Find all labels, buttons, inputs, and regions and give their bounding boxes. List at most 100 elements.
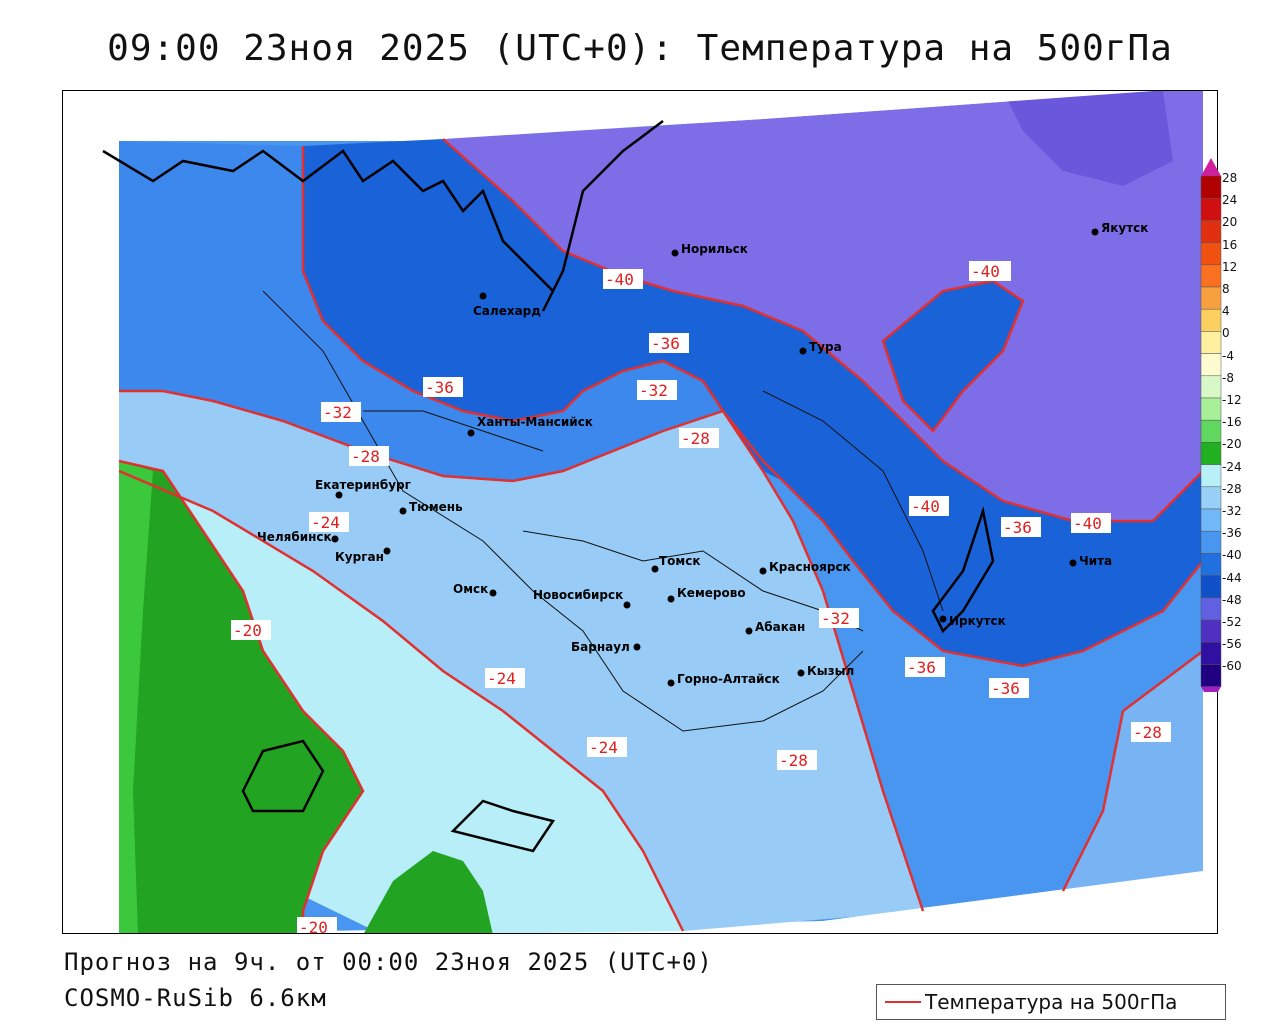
colorbar-tick-label: -60 [1222, 659, 1242, 674]
svg-text:-20: -20 [233, 621, 262, 640]
colorbar-tick-label: -4 [1222, 348, 1234, 363]
colorbar-tick-label: 16 [1222, 237, 1238, 252]
contour-label: -36 [649, 333, 689, 353]
contour-label: -28 [777, 750, 817, 770]
contour-label: -40 [909, 496, 949, 516]
svg-text:Новосибирск: Новосибирск [533, 588, 623, 602]
svg-text:Кемерово: Кемерово [677, 586, 746, 600]
map-canvas: Якутск Норильск Салехард Тура Ханты-Манс… [63, 91, 1217, 934]
colorbar-tick-label: -28 [1222, 481, 1242, 496]
colorbar-swatch [1200, 464, 1222, 488]
contour-label: -36 [1001, 517, 1041, 537]
colorbar-swatch [1200, 264, 1222, 288]
colorbar-tick-label: -56 [1222, 637, 1242, 652]
svg-text:-40: -40 [971, 262, 1000, 281]
legend-line-swatch [885, 1001, 921, 1003]
city-tomsk: Томск [651, 554, 701, 573]
contour-label: -28 [679, 428, 719, 448]
legend: Температура на 500гПа [876, 984, 1226, 1020]
colorbar-swatch [1200, 242, 1222, 266]
svg-text:Якутск: Якутск [1101, 221, 1148, 235]
svg-text:Красноярск: Красноярск [769, 560, 851, 574]
colorbar-swatch [1200, 286, 1222, 310]
svg-text:-28: -28 [779, 751, 808, 770]
svg-text:-32: -32 [323, 403, 352, 422]
svg-text:-20: -20 [299, 918, 328, 934]
svg-text:-36: -36 [907, 658, 936, 677]
forecast-caption: Прогноз на 9ч. от 00:00 23ноя 2025 (UTC+… [64, 948, 713, 976]
svg-text:Норильск: Норильск [681, 242, 748, 256]
city-novosibirsk: Новосибирск [533, 588, 631, 609]
colorbar-tick-label: -40 [1222, 548, 1242, 563]
colorbar-swatch [1200, 597, 1222, 621]
svg-text:Кызыл: Кызыл [807, 664, 854, 678]
colorbar-tick-label: -12 [1222, 393, 1242, 407]
svg-text:Челябинск: Челябинск [257, 530, 332, 544]
svg-text:-24: -24 [311, 513, 340, 532]
colorbar: 28 24 20 16 12 8 4 0 -4 -8 -12 -16 -20 -24 -28 -32 -36 -4… [1200, 156, 1262, 705]
colorbar-swatch [1200, 664, 1222, 687]
svg-text:-40: -40 [605, 270, 634, 289]
city-khanty-mansiysk: Ханты-Мансийск [467, 415, 593, 437]
city-yekaterinburg: Екатеринбург [315, 478, 411, 499]
contour-labels: -40 -40 -36 -32 -36 -32 -28 -28 -24 -40 … [231, 261, 1171, 934]
city-tura: Тура [799, 340, 842, 355]
colorbar-tick-label: 12 [1222, 259, 1238, 274]
colorbar-swatch [1200, 553, 1222, 576]
svg-text:Салехард: Салехард [473, 304, 541, 318]
svg-text:-36: -36 [425, 378, 454, 397]
city-kemerovo: Кемерово [667, 586, 746, 603]
city-salekhard: Салехард [473, 292, 541, 318]
contour-label: -40 [969, 261, 1011, 281]
contour-label: -28 [349, 446, 389, 466]
colorbar-tick-label: -32 [1222, 504, 1242, 518]
colorbar-swatch [1200, 575, 1222, 599]
colorbar-swatch [1200, 308, 1222, 332]
colorbar-swatch [1200, 197, 1222, 221]
colorbar-tick-label: -16 [1222, 415, 1242, 430]
colorbar-swatch [1200, 175, 1222, 199]
svg-text:-32: -32 [639, 381, 668, 400]
legend-label: Температура на 500гПа [925, 990, 1178, 1014]
svg-text:-36: -36 [991, 679, 1020, 698]
contour-label: -20 [297, 917, 337, 934]
city-chelyabinsk: Челябинск [257, 530, 339, 544]
colorbar-tick-label: -48 [1222, 592, 1242, 607]
svg-text:Омск: Омск [453, 582, 488, 596]
colorbar-tick-label: -24 [1222, 459, 1242, 474]
contour-label: -36 [989, 678, 1029, 698]
svg-text:Горно-Алтайск: Горно-Алтайск [677, 672, 780, 686]
svg-text:Абакан: Абакан [755, 620, 805, 634]
colorbar-tick-label: -44 [1222, 570, 1242, 585]
svg-text:Томск: Томск [659, 554, 701, 568]
svg-text:Екатеринбург: Екатеринбург [315, 478, 411, 492]
coastlines [102, 120, 995, 853]
city-irkutsk: Иркутск [939, 614, 1006, 628]
city-markers: Якутск Норильск Салехард Тура Ханты-Манс… [257, 221, 1148, 687]
colorbar-swatch [1200, 641, 1222, 665]
colorbar-tick-label: 0 [1222, 326, 1230, 341]
city-kyzyl: Кызыл [797, 664, 854, 678]
colorbar-tick-label: 24 [1222, 193, 1238, 208]
colorbar-swatch [1200, 419, 1222, 443]
svg-text:-28: -28 [681, 429, 710, 448]
colorbar-swatch [1200, 331, 1222, 354]
contour-label: -24 [485, 668, 525, 688]
contour-label: -28 [1131, 722, 1171, 742]
contour-label: -36 [905, 657, 945, 677]
city-barnaul: Барнаул [571, 640, 641, 654]
svg-text:-36: -36 [1003, 518, 1032, 537]
svg-text:Тура: Тура [809, 340, 842, 354]
colorbar-tick-label: 4 [1222, 304, 1230, 319]
colorbar-tick-label: -20 [1222, 437, 1242, 452]
city-chita: Чита [1069, 554, 1112, 568]
city-yakutsk: Якутск [1091, 221, 1148, 236]
colorbar-swatch [1200, 397, 1222, 421]
contour-label: -32 [819, 608, 859, 628]
svg-text:-28: -28 [1133, 723, 1162, 742]
city-krasnoyarsk: Красноярск [759, 560, 851, 575]
svg-text:Курган: Курган [335, 550, 384, 564]
contour-label: -24 [309, 512, 349, 532]
colorbar-swatch [1200, 619, 1222, 643]
colorbar-swatch [1200, 508, 1222, 532]
